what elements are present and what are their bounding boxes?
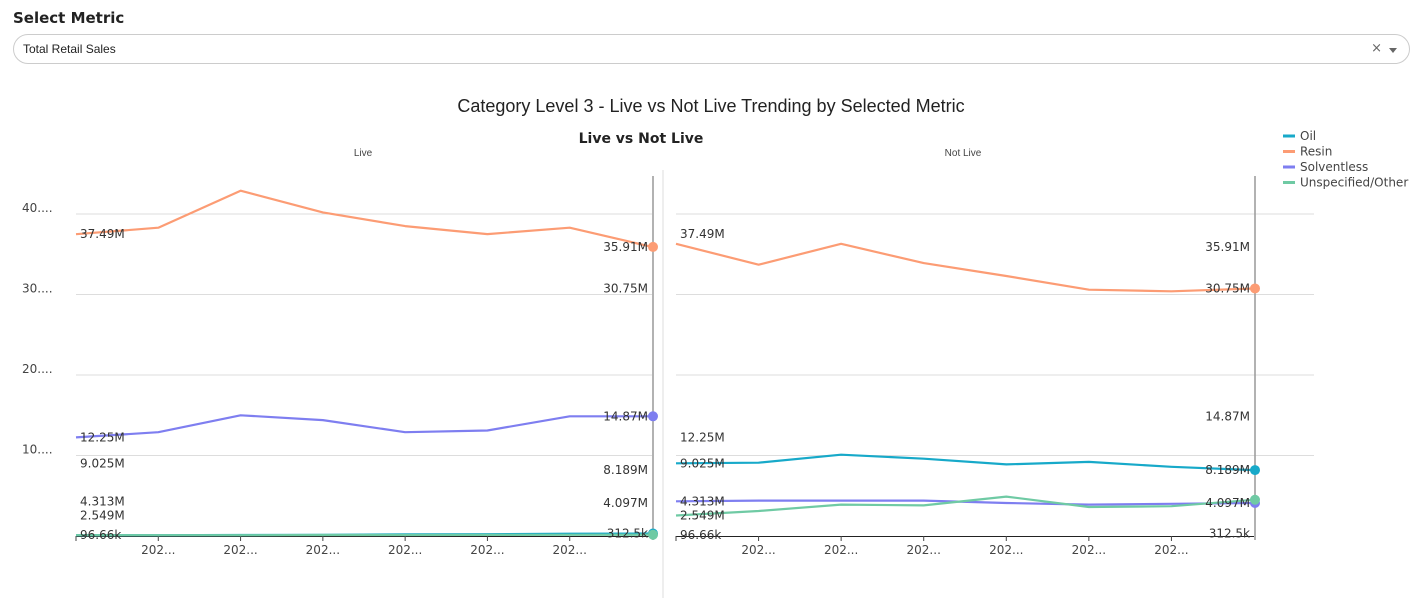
hover-marker-resin	[1250, 283, 1260, 294]
x-tick-label: 202...	[741, 543, 775, 557]
end-value-label: 4.097M	[1205, 496, 1250, 510]
x-tick-label: 202...	[824, 543, 858, 557]
start-value-label: 37.49M	[80, 227, 125, 241]
x-tick-label: 202...	[306, 543, 340, 557]
hover-marker-solventless	[648, 411, 658, 422]
end-value-label: 30.75M	[1205, 281, 1250, 295]
x-tick-label: 202...	[907, 543, 941, 557]
x-tick-label: 202...	[553, 543, 587, 557]
x-tick-label: 202...	[989, 543, 1023, 557]
start-value-label: 12.25M	[80, 430, 125, 444]
end-value-label: 4.097M	[603, 496, 648, 510]
end-value-label: 14.87M	[1205, 409, 1250, 423]
end-value-label: 312.5k	[1209, 526, 1250, 540]
y-tick-label: 30....	[22, 282, 53, 296]
hover-marker-unspecified-other	[1250, 494, 1260, 505]
start-value-label: 4.313M	[80, 494, 125, 508]
x-tick-label: 202...	[470, 543, 504, 557]
end-value-label: 8.189M	[1205, 463, 1250, 477]
y-tick-label: 10....	[22, 443, 53, 457]
chart-subtitle: Live vs Not Live	[579, 131, 704, 147]
end-value-label: 30.75M	[603, 281, 648, 295]
x-tick-label: 202...	[223, 543, 257, 557]
x-tick-label: 202...	[1154, 543, 1188, 557]
start-value-label: 4.313M	[680, 494, 725, 508]
start-value-label: 96.66k	[80, 528, 121, 542]
series-line-solventless-live	[75, 414, 652, 439]
metric-dropdown-value: Total Retail Sales	[23, 42, 116, 56]
end-value-label: 8.189M	[603, 463, 648, 477]
panel-title-live: Live	[354, 148, 373, 159]
hover-marker-resin	[648, 241, 658, 252]
metric-dropdown[interactable]: Total Retail Sales ×	[13, 34, 1410, 64]
legend-item: Oil	[1300, 129, 1316, 143]
series-line-resin-not-live	[675, 242, 1255, 293]
select-metric-label: Select Metric	[13, 9, 125, 27]
panel-title-not-live: Not Live	[945, 148, 982, 159]
x-tick-label: 202...	[1072, 543, 1106, 557]
chart-title: Category Level 3 - Live vs Not Live Tren…	[457, 96, 964, 116]
end-value-label: 14.87M	[603, 409, 648, 423]
hover-marker-unspecified-other	[648, 529, 658, 540]
end-value-label: 312.5k	[607, 526, 648, 540]
series-line-resin-live	[75, 189, 653, 248]
legend-item: Solventless	[1300, 160, 1368, 174]
y-tick-label: 40....	[22, 201, 53, 215]
y-tick-label: 20....	[22, 362, 53, 376]
start-value-label: 2.549M	[80, 508, 125, 522]
start-value-label: 12.25M	[680, 430, 725, 444]
legend-item: Resin	[1300, 145, 1332, 159]
start-value-label: 2.549M	[680, 508, 725, 522]
x-tick-label: 202...	[141, 543, 175, 557]
clear-icon[interactable]: ×	[1371, 41, 1382, 56]
x-tick-label: 202...	[388, 543, 422, 557]
start-value-label: 9.025M	[680, 456, 725, 470]
series-line-oil-not-live	[675, 453, 1255, 472]
start-value-label: 9.025M	[80, 456, 125, 470]
start-value-label: 96.66k	[680, 528, 721, 542]
end-value-label: 35.91M	[1205, 240, 1250, 254]
hover-marker-oil	[1250, 465, 1260, 476]
start-value-label: 37.49M	[680, 227, 725, 241]
series-line-unspecified-other-live	[76, 533, 653, 537]
chevron-down-icon[interactable]	[1389, 48, 1397, 53]
end-value-label: 35.91M	[603, 240, 648, 254]
series-line-unspecified-other-not-live	[675, 495, 1255, 517]
legend-item: Unspecified/Other	[1300, 176, 1408, 190]
